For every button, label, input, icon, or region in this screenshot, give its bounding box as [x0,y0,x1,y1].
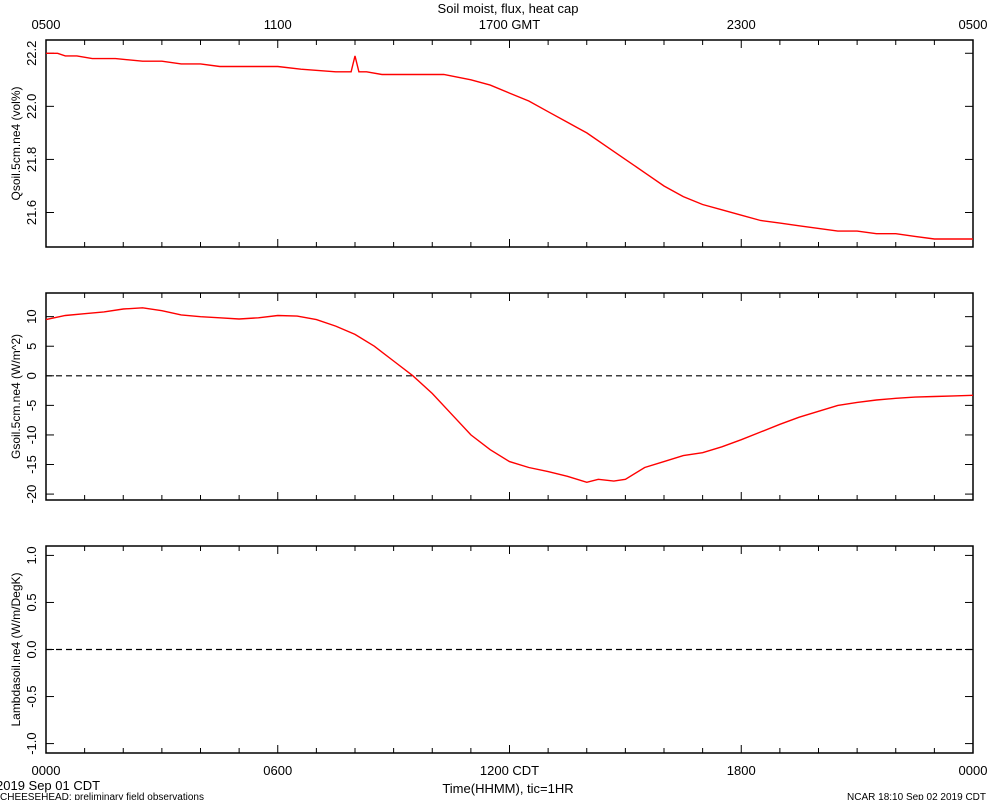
panel-3-y-tick-label: -1.0 [24,732,39,754]
bottom-x-tick-label: 0600 [263,763,292,778]
x-axis-label: Time(HHMM), tic=1HR [442,781,573,796]
footer-right: NCAR 18:10 Sep 02 2019 CDT [847,792,986,800]
top-x-tick-label: 0500 [959,17,988,32]
top-x-tick-label: 1100 [264,17,292,32]
panel-2-y-tick-label: 0 [24,372,39,379]
bottom-x-tick-label: 0000 [32,763,61,778]
panel-2-series-line [45,307,974,484]
panel-2-y-tick-label: -10 [24,426,39,445]
panel-1-frame [45,39,974,248]
panel-1-y-tick-label: 21.6 [24,200,39,225]
bottom-x-tick-label: 1200 CDT [480,763,539,778]
panel-3-y-tick-label: 0.5 [24,593,39,611]
chart-title: Soil moist, flux, heat cap [438,1,579,16]
panel-2-y-tick-label: 10 [24,309,39,323]
bottom-x-tick-label: 0000 [959,763,988,778]
top-x-tick-label: 0500 [32,17,61,32]
panel-1-series-line [46,52,973,240]
panel-3-y-axis-label: Lambdasoil.ne4 (W/m/DegK) [9,572,23,726]
footer-left: CHEESEHEAD: preliminary field observatio… [0,792,204,800]
panel-2-y-tick-label: -15 [24,455,39,474]
top-x-tick-label: 2300 [727,17,756,32]
panel-2-y-tick-label: -20 [24,485,39,504]
bottom-x-tick-label: 1800 [727,763,756,778]
date-label: 2019 Sep 01 CDT [0,778,100,793]
panel-2-frame [45,292,974,501]
panel-1-y-tick-label: 21.8 [24,147,39,172]
panel-3-y-tick-label: 1.0 [24,546,39,564]
top-x-tick-label: 1700 GMT [479,17,540,32]
panel-1-y-axis-label: Qsoil.5cm.ne4 (vol%) [9,86,23,200]
panel-1-y-tick-label: 22.2 [24,41,39,66]
panel-3-y-tick-label: -0.5 [24,685,39,707]
panel-2-y-tick-label: 5 [24,343,39,350]
panel-1-y-tick-label: 22.0 [24,94,39,119]
panel-2-y-tick-label: -5 [24,400,39,412]
panel-2-y-axis-label: Gsoil.5cm.ne4 (W/m^2) [9,334,23,459]
panel-3-y-tick-label: 0.0 [24,640,39,658]
